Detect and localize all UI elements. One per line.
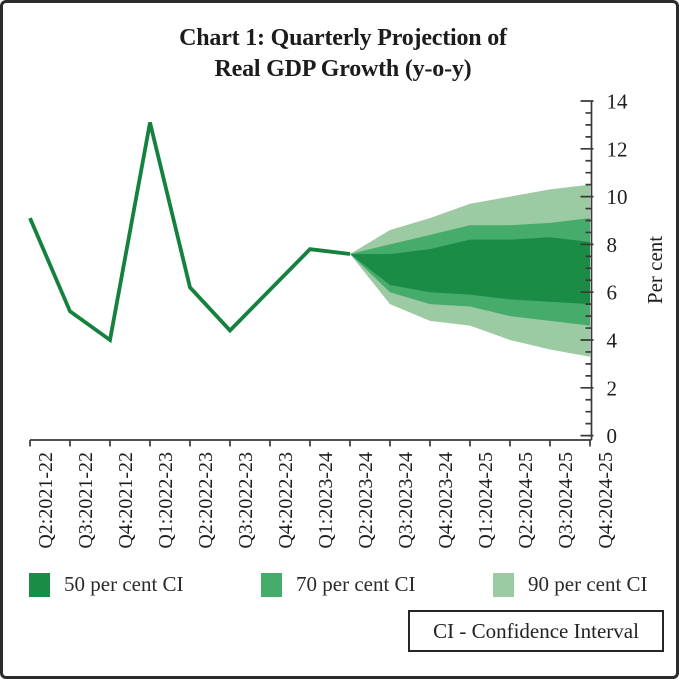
x-tick-label: Q2:2022-23 [195, 452, 217, 549]
x-tick-label: Q2:2023-24 [355, 452, 377, 549]
x-tick-label: Q4:2021-22 [115, 452, 137, 549]
history-line [28, 122, 351, 344]
y-tick-label: 12 [607, 137, 628, 161]
y-tick-label: 2 [607, 376, 618, 400]
legend-label-70ci: 70 per cent CI [296, 572, 416, 596]
x-tick-label: Q1:2023-24 [315, 452, 337, 549]
x-tick-label: Q2:2021-22 [35, 452, 57, 549]
y-axis-title: Per cent [643, 236, 667, 304]
x-tick-label: Q2:2024-25 [515, 452, 537, 549]
x-tick-label: Q1:2022-23 [155, 452, 177, 549]
x-tick-label: Q3:2022-23 [235, 452, 257, 549]
legend-item-90ci: 90 per cent CI [493, 572, 648, 597]
y-tick-label: 14 [607, 90, 629, 114]
ci-50-band [350, 237, 590, 305]
legend-swatch-50ci [29, 572, 50, 597]
x-tick-label: Q4:2023-24 [435, 452, 457, 549]
y-tick-label: 8 [607, 233, 618, 257]
chart-title-line2: Real GDP Growth (y-o-y) [214, 56, 472, 82]
ci-footnote-text: CI - Confidence Interval [433, 618, 639, 643]
x-tick-label: Q4:2022-23 [275, 452, 297, 549]
y-tick-label: 10 [607, 185, 628, 209]
legend-item-50ci: 50 per cent CI [29, 572, 184, 597]
y-tick-label: 6 [607, 281, 618, 305]
fan-chart-plot: 0 2 4 6 8 10 12 14 Per cent Q2:2021-22 Q3:2021-22 Q… [28, 90, 667, 549]
y-tick-label: 4 [607, 329, 618, 353]
x-tick-label: Q3:2021-22 [75, 452, 97, 549]
legend-label-90ci: 90 per cent CI [528, 572, 648, 596]
y-tick-label: 0 [607, 424, 618, 448]
x-tick-label: Q3:2024-25 [555, 452, 577, 549]
legend-swatch-70ci [261, 572, 282, 597]
legend-item-70ci: 70 per cent CI [261, 572, 416, 597]
x-tick-label: Q4:2024-25 [595, 452, 617, 549]
x-tick-label: Q1:2024-25 [475, 452, 497, 549]
ci-footnote-box: CI - Confidence Interval [408, 610, 664, 652]
x-tick-label: Q3:2023-24 [395, 452, 417, 549]
legend-swatch-90ci [493, 572, 514, 597]
chart-title: Chart 1: Quarterly Projection of Real GD… [13, 23, 673, 85]
y-axis [580, 100, 594, 440]
legend-label-50ci: 50 per cent CI [64, 572, 184, 596]
chart-title-line1: Chart 1: Quarterly Projection of [179, 25, 507, 51]
x-axis [29, 439, 592, 447]
